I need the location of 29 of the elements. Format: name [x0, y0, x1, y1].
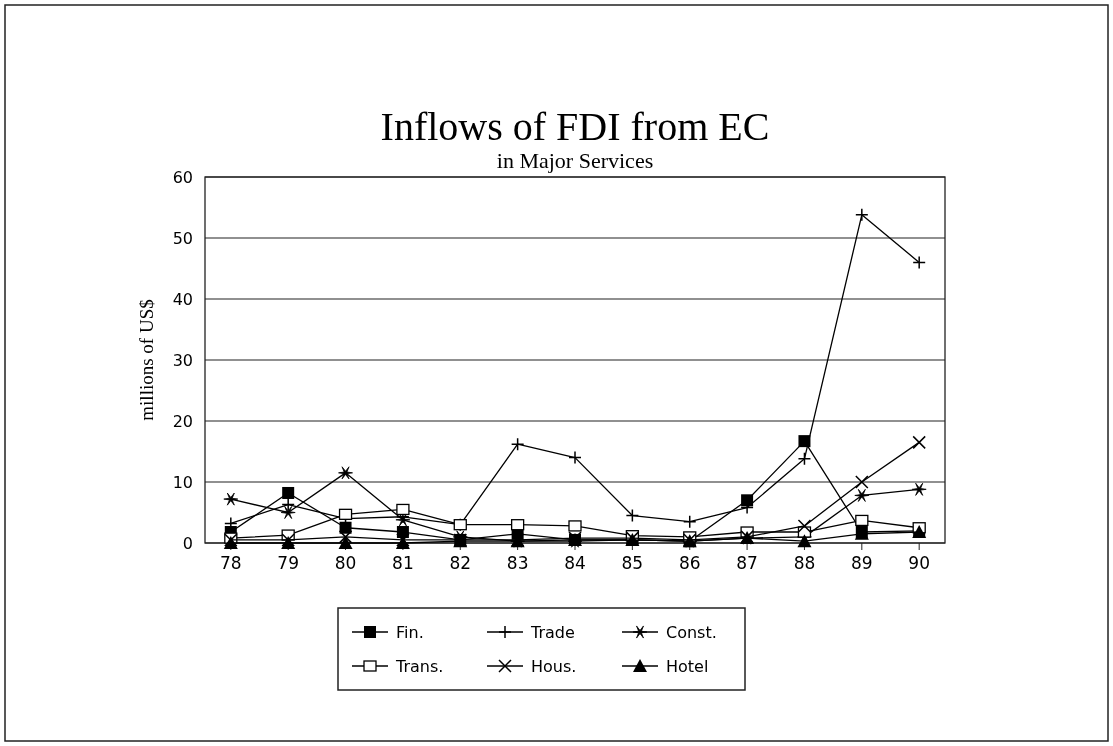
- legend-label: Const.: [666, 622, 717, 642]
- x-tick-label: 89: [851, 553, 873, 573]
- chart-title: Inflows of FDI from EC: [380, 104, 770, 149]
- y-axis-title: millions of US$: [136, 299, 157, 421]
- legend-label: Fin.: [396, 622, 424, 642]
- y-tick-label: 0: [182, 533, 193, 553]
- chart-subtitle: in Major Services: [496, 148, 654, 173]
- legend-label: Trans.: [395, 656, 444, 676]
- y-tick-label: 20: [172, 411, 193, 431]
- y-tick-label: 30: [172, 350, 193, 370]
- x-tick-label: 90: [908, 553, 931, 573]
- x-tick-label: 88: [793, 553, 816, 573]
- x-tick-label: 80: [334, 553, 357, 573]
- y-tick-label: 60: [172, 167, 193, 187]
- x-tick-label: 81: [392, 553, 414, 573]
- x-tick-label: 82: [449, 553, 472, 573]
- legend-label: Hotel: [666, 656, 709, 676]
- y-tick-label: 40: [172, 289, 193, 309]
- x-tick-label: 79: [277, 553, 299, 573]
- x-tick-label: 83: [506, 553, 529, 573]
- x-tick-label: 87: [736, 553, 758, 573]
- x-tick-label: 84: [564, 553, 586, 573]
- y-tick-label: 50: [172, 228, 193, 248]
- legend-label: Trade: [530, 622, 575, 642]
- x-tick-label: 85: [621, 553, 644, 573]
- y-tick-label: 10: [172, 472, 193, 492]
- legend-label: Hous.: [531, 656, 577, 676]
- x-tick-label: 78: [219, 553, 242, 573]
- x-tick-label: 86: [678, 553, 701, 573]
